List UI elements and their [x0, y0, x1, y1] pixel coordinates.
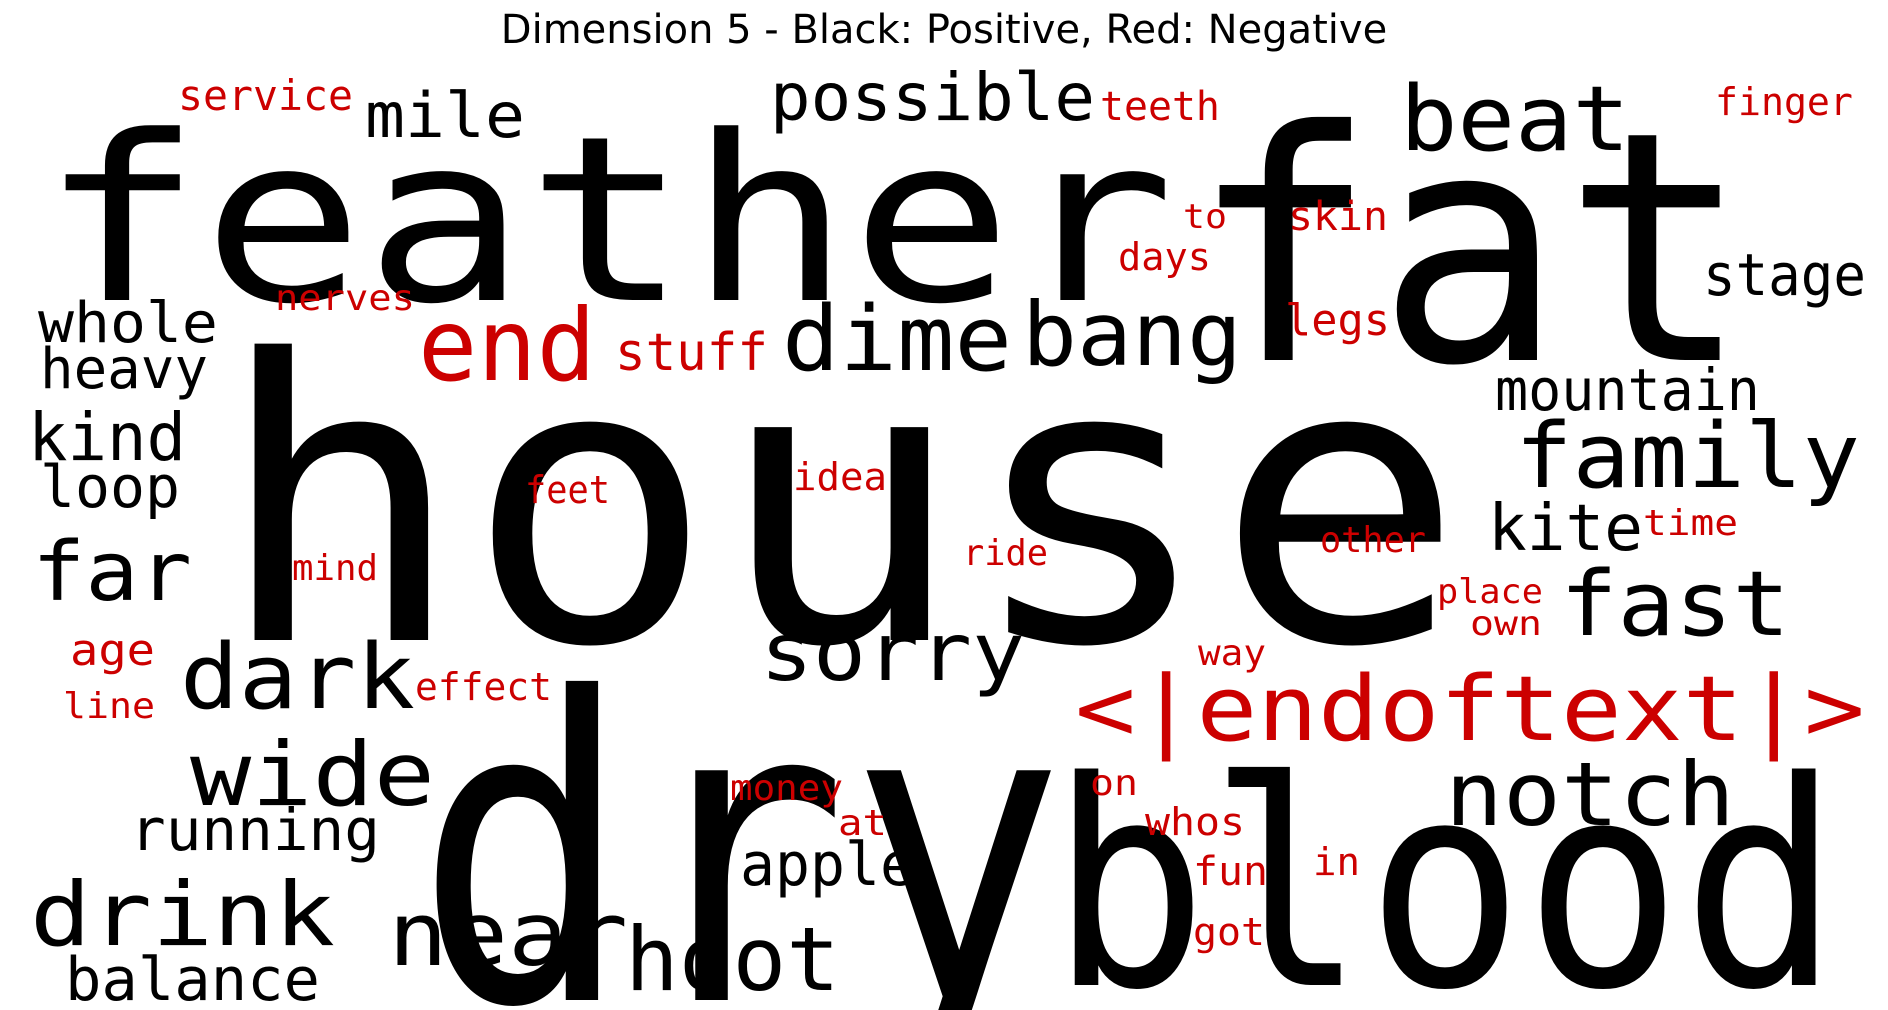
word-balance: balance [65, 945, 320, 1010]
word-age: age [70, 624, 155, 675]
word-kite: kite [1488, 491, 1643, 566]
word-stuff: stuff [615, 322, 768, 383]
word-fat: fat [1190, 64, 1750, 436]
word-apple: apple [740, 829, 915, 899]
word-stage: stage [1703, 242, 1866, 309]
word-time: time [1643, 502, 1738, 544]
word-mile: mile [365, 80, 525, 152]
word-place: place [1437, 573, 1543, 612]
word-endoftext: <|endoftext|> [1075, 656, 1865, 762]
word-wide: wide [190, 725, 435, 827]
word-far: far [32, 525, 192, 620]
word-finger: finger [1715, 80, 1853, 124]
word-money: money [730, 767, 843, 809]
chart-title: Dimension 5 - Black: Positive, Red: Nega… [500, 7, 1388, 53]
word-near: near [388, 884, 628, 986]
word-on: on [1090, 762, 1138, 804]
word-beat: beat [1400, 67, 1630, 172]
word-mountain: mountain [1495, 358, 1760, 425]
word-effect: effect [415, 665, 552, 709]
word-blood: blood [1050, 721, 1840, 1010]
word-dime: dime [782, 287, 1012, 392]
word-end: end [418, 288, 596, 404]
word-in: in [1313, 840, 1360, 884]
word-idea: idea [793, 455, 887, 499]
word-kind: kind [28, 399, 186, 476]
word-running: running [130, 797, 380, 864]
word-hoot: hoot [625, 909, 840, 1010]
word-family: family [1515, 404, 1860, 509]
word-loop: loop [40, 453, 180, 521]
word-way: way [1198, 632, 1266, 674]
word-other: other [1320, 520, 1426, 561]
word-possible: possible [770, 59, 1095, 136]
word-teeth: teeth [1100, 84, 1220, 130]
word-notch: notch [1445, 743, 1735, 846]
word-ride: ride [963, 533, 1048, 574]
word-legs: legs [1285, 295, 1390, 346]
word-at: at [838, 802, 887, 844]
word-days: days [1118, 235, 1211, 280]
word-to: to [1183, 197, 1227, 237]
word-drink: drink [30, 864, 335, 966]
word-heavy: heavy [40, 337, 208, 402]
word-bang: bang [1022, 285, 1242, 387]
word-got: got [1193, 911, 1265, 955]
word-dark: dark [180, 626, 415, 731]
word-fun: fun [1193, 848, 1268, 895]
word-own: own [1470, 604, 1542, 643]
word-sorry: sorry [760, 606, 1025, 699]
word-fast: fast [1560, 552, 1790, 657]
word-feet: feet [525, 468, 610, 513]
word-whos: whos [1145, 801, 1245, 845]
word-nerves: nerves [275, 276, 415, 318]
word-mind: mind [292, 548, 378, 589]
word-service: service [178, 71, 353, 120]
word-whole: whole [38, 290, 218, 356]
word-dry: dry [415, 611, 1065, 1010]
word-line: line [63, 685, 155, 727]
word-feather: feather [40, 88, 1175, 355]
word-house: house [215, 279, 1465, 733]
word-skin: skin [1288, 193, 1388, 240]
